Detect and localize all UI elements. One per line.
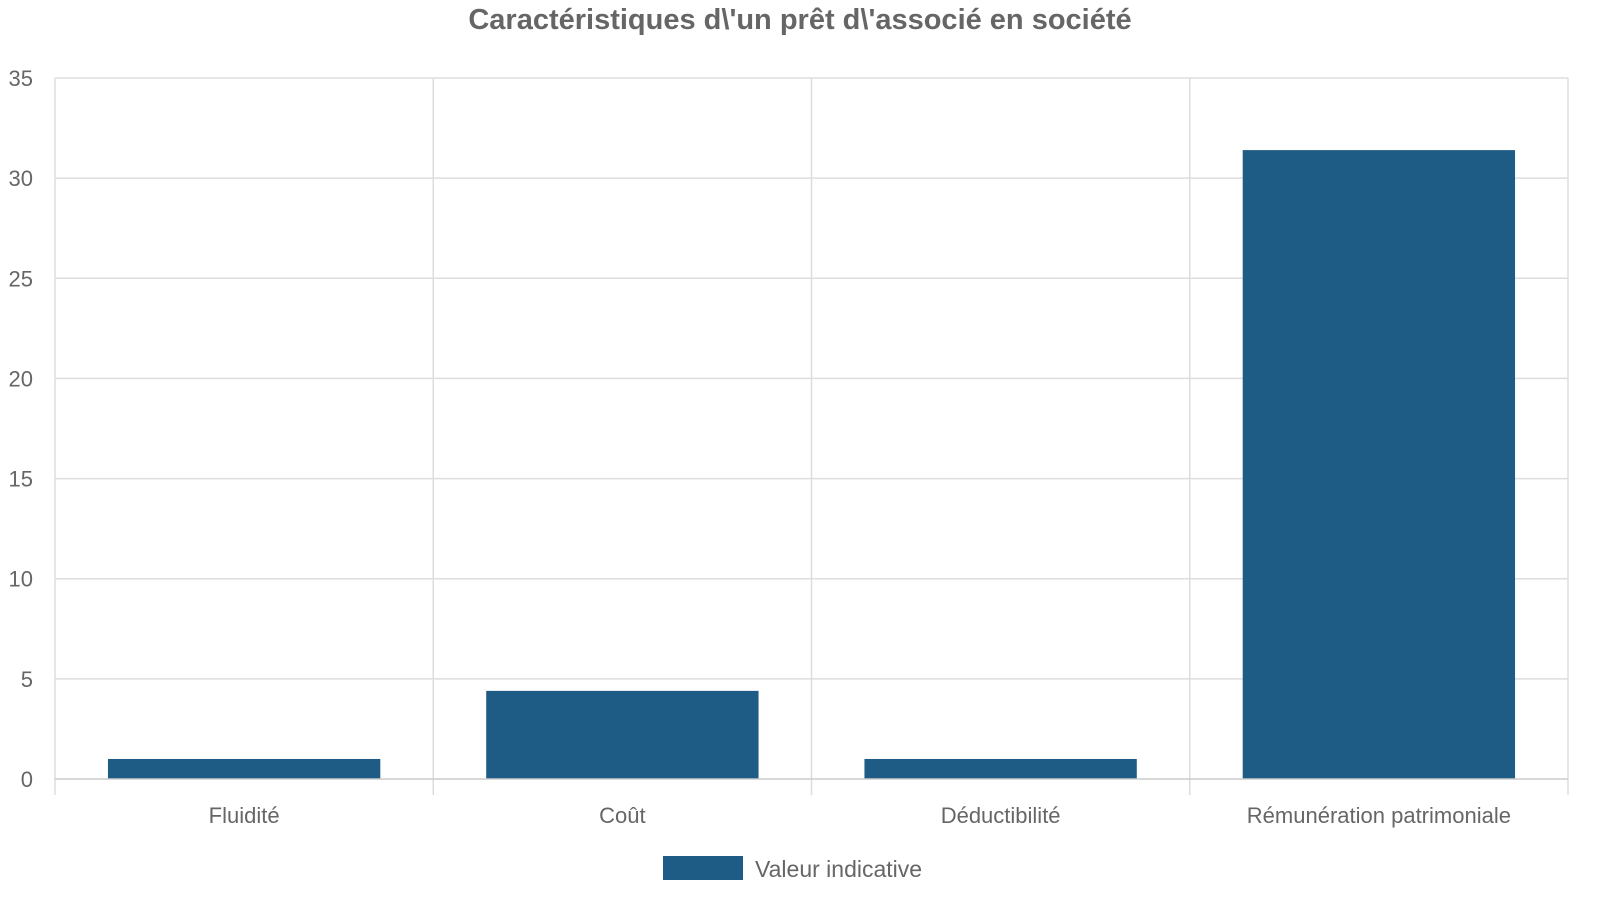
x-tick-label: Déductibilité — [941, 803, 1061, 828]
y-tick-label: 5 — [21, 667, 33, 692]
y-tick-label: 35 — [9, 66, 33, 91]
y-tick-label: 10 — [9, 567, 33, 592]
x-tick-label: Coût — [599, 803, 645, 828]
y-axis-ticks: 0 5 10 15 20 25 30 35 — [9, 66, 33, 792]
y-tick-label: 15 — [9, 467, 33, 492]
legend-label[interactable]: Valeur indicative — [755, 856, 922, 882]
x-axis-ticks: Fluidité Coût Déductibilité Rémunération pa… — [209, 803, 1511, 828]
grid — [54, 77, 1569, 795]
bar — [107, 758, 381, 779]
legend-swatch[interactable] — [663, 856, 743, 880]
bar — [864, 758, 1137, 779]
x-tick-label: Fluidité — [209, 803, 280, 828]
y-tick-label: 25 — [9, 266, 33, 291]
y-tick-label: 30 — [9, 166, 33, 191]
y-tick-label: 20 — [9, 366, 33, 391]
legend[interactable]: Valeur indicative — [663, 856, 922, 882]
bars — [107, 150, 1516, 780]
chart-title: Caractéristiques d\'un prêt d\'associé e… — [468, 4, 1132, 36]
x-tick-label: Rémunération patrimoniale — [1247, 803, 1511, 828]
bar — [486, 690, 759, 779]
bar — [1242, 150, 1516, 780]
y-tick-label: 0 — [21, 767, 33, 792]
